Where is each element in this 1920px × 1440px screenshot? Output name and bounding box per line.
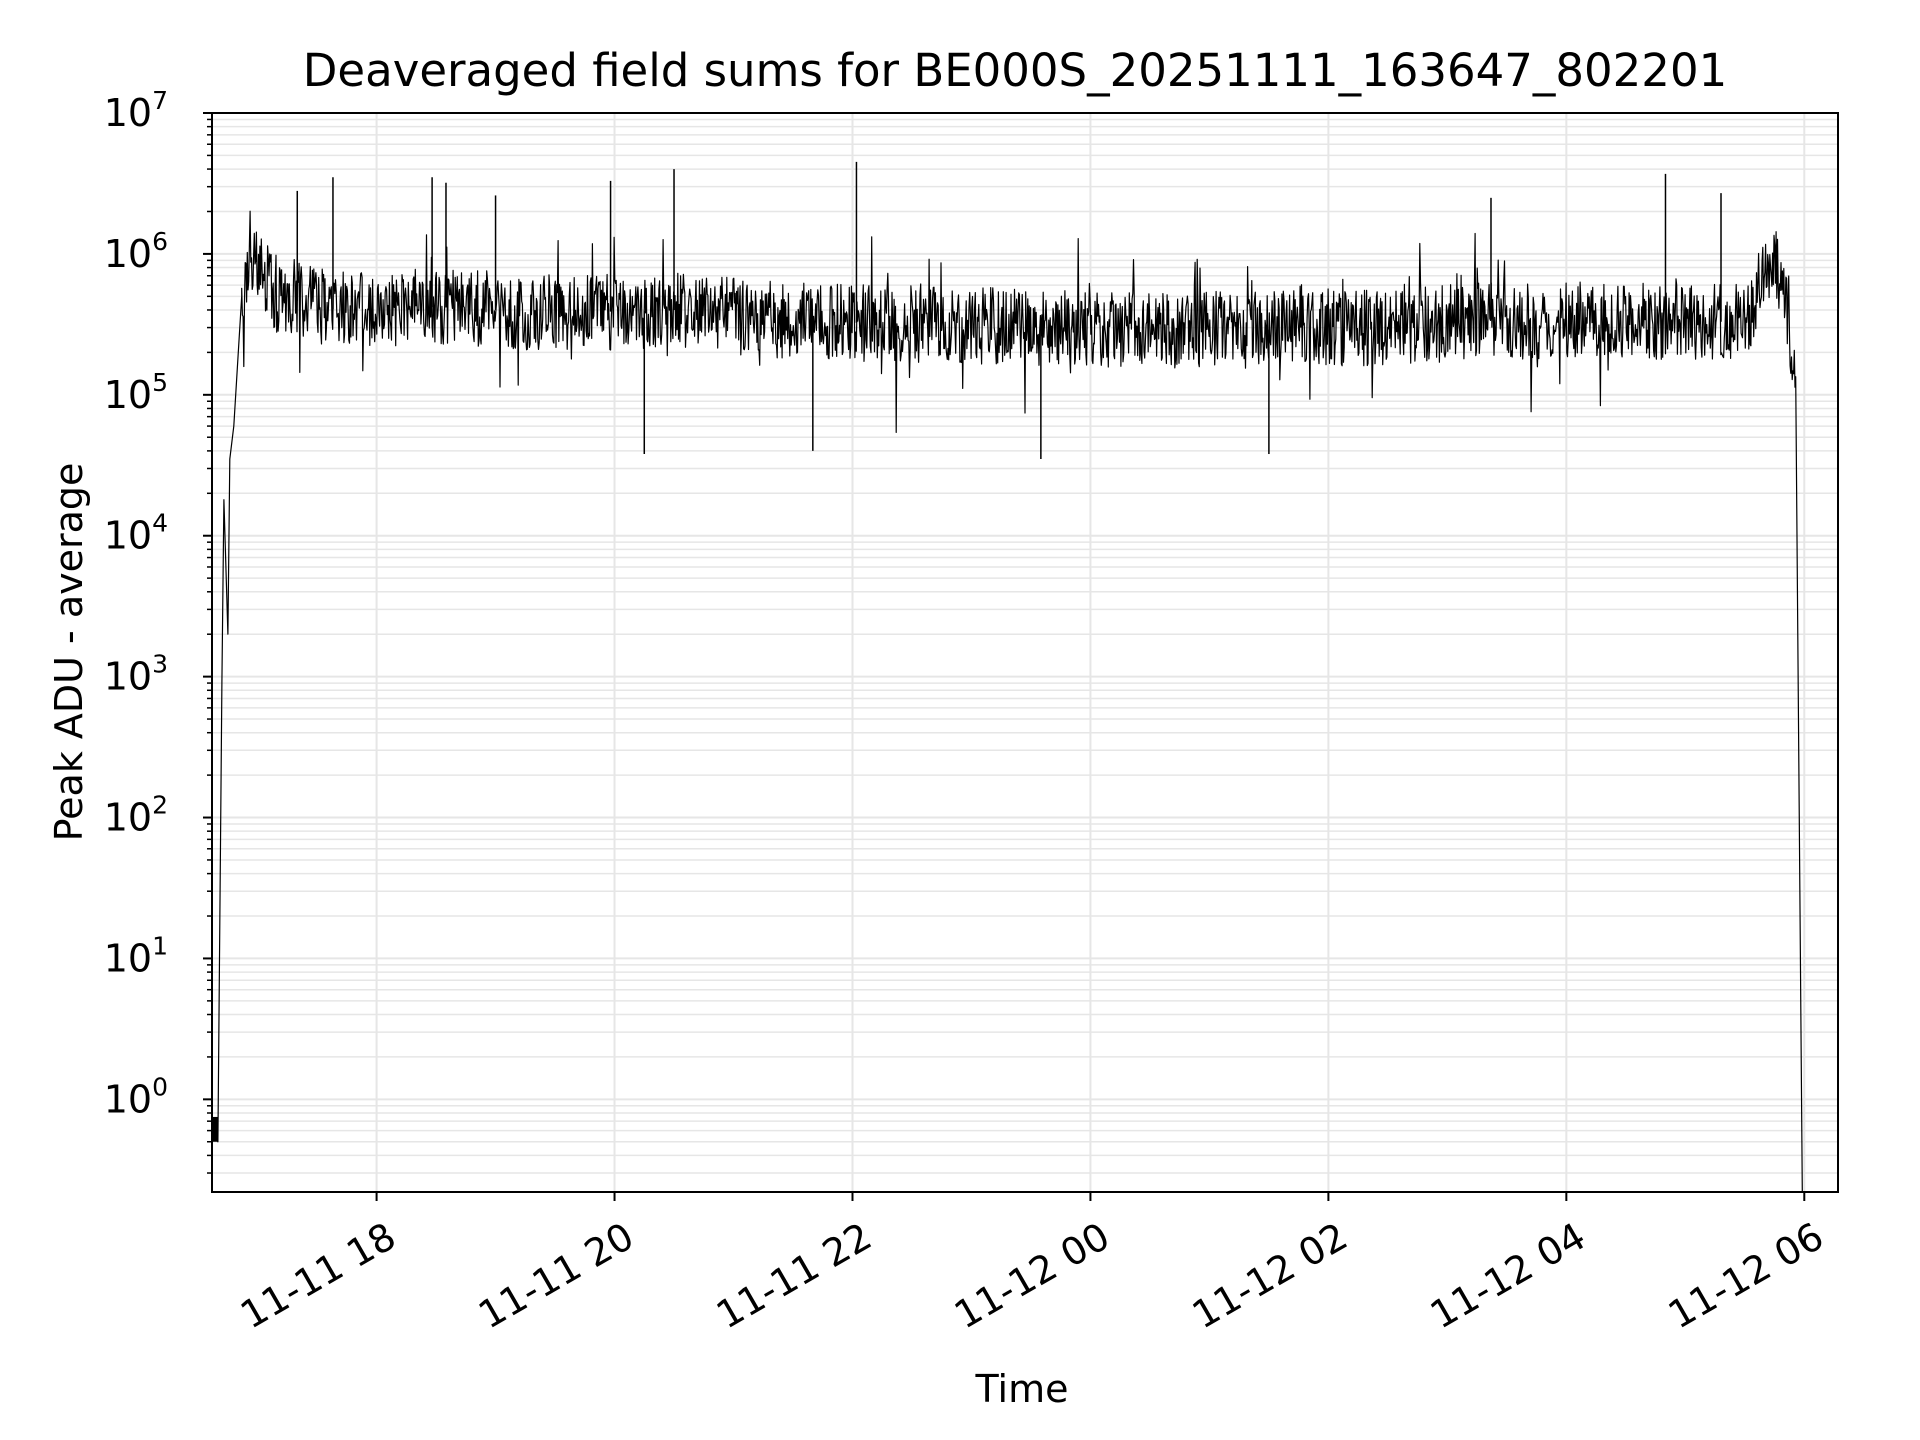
y-tick-label: 106 [104,227,168,276]
y-tick-label: 101 [104,931,168,980]
series-start-block [212,1116,218,1142]
y-tick-labels: 100 101 102 103 104 105 106 107 [104,86,168,1121]
chart-title: Deaveraged field sums for BE000S_2025111… [303,44,1727,97]
y-tick-label: 102 [104,791,168,840]
grid [212,112,1838,1192]
axis-ticks [203,112,1806,1201]
y-tick-label: 100 [104,1072,168,1121]
y-tick-label: 107 [104,86,168,135]
y-tick-label: 103 [104,650,168,699]
x-axis-label: Time [975,1367,1069,1411]
plot-frame [211,112,1839,1193]
y-tick-label: 104 [104,509,168,558]
data-series [211,161,1803,1193]
y-tick-label: 105 [104,368,168,417]
y-axis-label: Peak ADU - average [47,463,91,842]
